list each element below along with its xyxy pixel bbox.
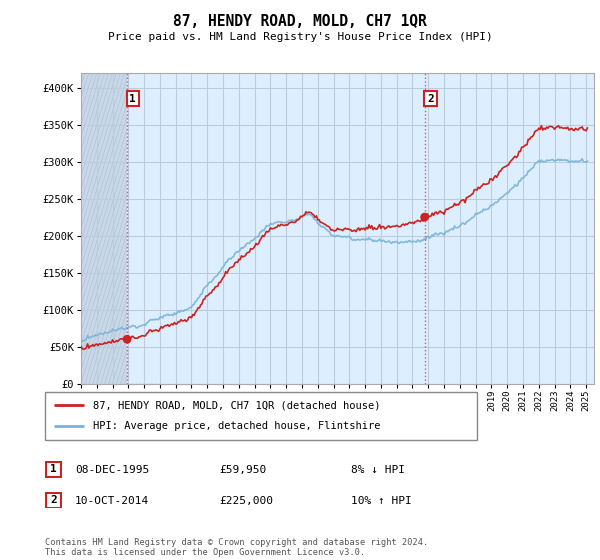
Text: Contains HM Land Registry data © Crown copyright and database right 2024.
This d: Contains HM Land Registry data © Crown c… <box>45 538 428 557</box>
FancyBboxPatch shape <box>46 493 61 507</box>
Text: £225,000: £225,000 <box>219 496 273 506</box>
FancyBboxPatch shape <box>45 392 477 440</box>
Text: Price paid vs. HM Land Registry's House Price Index (HPI): Price paid vs. HM Land Registry's House … <box>107 32 493 43</box>
Point <box>122 335 132 344</box>
FancyBboxPatch shape <box>46 461 61 477</box>
Text: 10-OCT-2014: 10-OCT-2014 <box>75 496 149 506</box>
Text: 1: 1 <box>130 94 136 104</box>
Text: 2: 2 <box>427 94 434 104</box>
Text: 1: 1 <box>50 464 57 474</box>
Text: 2: 2 <box>50 495 57 505</box>
Text: 08-DEC-1995: 08-DEC-1995 <box>75 465 149 475</box>
Text: 87, HENDY ROAD, MOLD, CH7 1QR (detached house): 87, HENDY ROAD, MOLD, CH7 1QR (detached … <box>92 400 380 410</box>
Point <box>420 213 430 222</box>
Text: 87, HENDY ROAD, MOLD, CH7 1QR: 87, HENDY ROAD, MOLD, CH7 1QR <box>173 14 427 29</box>
Polygon shape <box>81 73 127 384</box>
Text: £59,950: £59,950 <box>219 465 266 475</box>
Text: HPI: Average price, detached house, Flintshire: HPI: Average price, detached house, Flin… <box>92 421 380 431</box>
Text: 10% ↑ HPI: 10% ↑ HPI <box>351 496 412 506</box>
Text: 8% ↓ HPI: 8% ↓ HPI <box>351 465 405 475</box>
